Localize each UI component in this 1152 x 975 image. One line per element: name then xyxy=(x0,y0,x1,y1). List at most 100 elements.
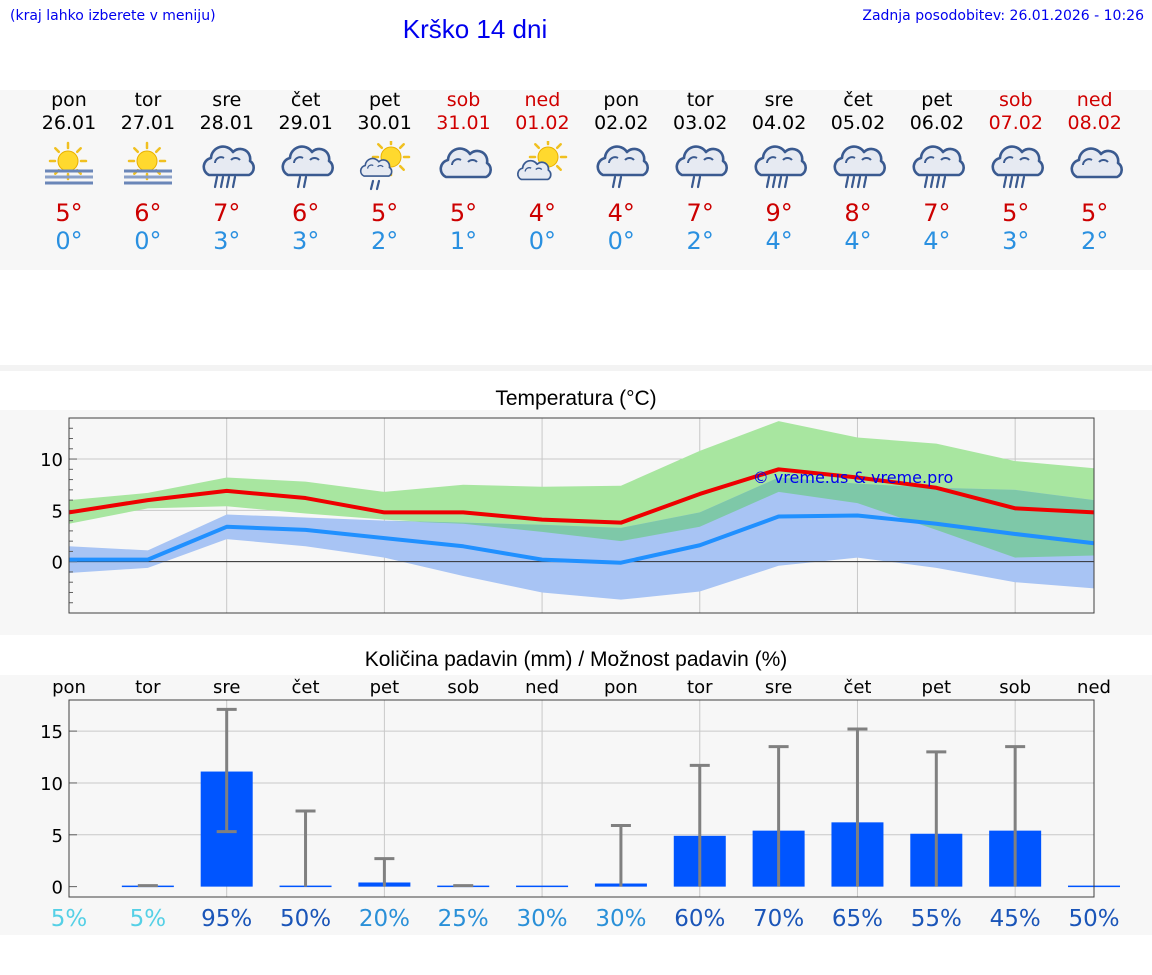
precip-probability-label: 60% xyxy=(674,906,725,932)
precip-range-whisker xyxy=(847,727,868,887)
forecast-day: pet 06.02 7° 4° xyxy=(897,89,977,255)
day-date: 07.02 xyxy=(988,112,1043,134)
forecast-day: sre 04.02 9° 4° xyxy=(739,89,819,255)
temp-min: 4° xyxy=(765,227,793,255)
day-name: pet xyxy=(921,89,953,111)
day-date: 08.02 xyxy=(1067,112,1122,134)
temp-min: 0° xyxy=(528,227,557,255)
temp-y-tick-label: 10 xyxy=(40,450,63,471)
forecast-day: sob 07.02 5° 3° xyxy=(976,89,1056,255)
forecast-day: tor 03.02 7° 2° xyxy=(660,89,740,255)
day-date: 03.02 xyxy=(672,112,728,134)
temp-min: 0° xyxy=(607,227,635,255)
precip-day-label: ned xyxy=(525,677,559,698)
day-name: sre xyxy=(764,89,794,111)
precip-probability-label: 30% xyxy=(517,906,568,932)
precip-day-label: sob xyxy=(999,677,1031,698)
temp-max: 5° xyxy=(1002,199,1030,227)
day-name: čet xyxy=(843,89,873,111)
day-date: 28.01 xyxy=(199,112,254,134)
cloud-light-rain-icon xyxy=(596,145,650,189)
sun-cloud-icon xyxy=(517,141,568,181)
day-date: 06.02 xyxy=(909,112,965,134)
precip-probability-label: 20% xyxy=(359,906,410,932)
forecast-day: sob 31.01 5° 1° xyxy=(424,89,504,255)
precip-probability-label: 5% xyxy=(130,906,167,932)
precip-day-label: ned xyxy=(1077,677,1111,698)
temp-max: 7° xyxy=(686,199,714,227)
precip-probability-label: 50% xyxy=(280,906,331,932)
precip-day-label: pet xyxy=(922,677,952,698)
precipitation-chart: pon tor sre čet pet sob ned pon tor sre čet pet sob n… xyxy=(40,677,1120,932)
temp-min: 4° xyxy=(844,227,872,255)
forecast-day: ned 08.02 5° 2° xyxy=(1055,89,1135,255)
precip-range-whisker xyxy=(768,745,789,887)
day-name: ned xyxy=(524,89,561,111)
temp-max: 6° xyxy=(134,199,162,227)
precip-day-label: sre xyxy=(213,677,240,698)
precip-probability-label: 25% xyxy=(438,906,489,932)
tmax-line xyxy=(68,467,1095,525)
temp-max: 8° xyxy=(844,199,872,227)
temp-max: 5° xyxy=(55,199,83,227)
sun-cloud-rain-icon xyxy=(359,141,410,191)
forecast-day: tor 27.01 6° 0° xyxy=(108,89,188,255)
temp-min: 2° xyxy=(1081,227,1109,255)
temp-min: 3° xyxy=(292,227,320,255)
forecast-day: pon 26.01 5° 0° xyxy=(29,89,109,255)
cloud-rain-icon xyxy=(202,145,255,189)
cloud-rain-icon xyxy=(991,145,1044,189)
day-name: tor xyxy=(134,89,162,111)
last-updated: Zadnja posodobitev: 26.01.2026 - 10:26 xyxy=(862,8,1144,24)
precip-day-label: sob xyxy=(447,677,479,698)
precip-y-tick-label: 15 xyxy=(40,722,63,743)
temp-min: 1° xyxy=(449,227,478,255)
forecast-day: čet 05.02 8° 4° xyxy=(818,89,898,255)
precip-range-whisker xyxy=(610,823,631,887)
temp-max: 4° xyxy=(607,199,635,227)
cloud-rain-icon xyxy=(912,145,965,189)
precip-range-whisker xyxy=(137,884,158,888)
precip-range-whisker xyxy=(216,707,237,834)
day-name: sre xyxy=(212,89,242,111)
precip-probability-label: 95% xyxy=(201,906,252,932)
day-date: 27.01 xyxy=(120,112,176,134)
precip-day-label: pon xyxy=(604,677,638,698)
tmin-range-band xyxy=(69,477,1094,600)
precip-probability-label: 5% xyxy=(51,906,88,932)
day-date: 04.02 xyxy=(751,112,807,134)
tmin-line xyxy=(69,513,1095,565)
forecast-strip xyxy=(0,90,1152,270)
precip-day-label: sre xyxy=(765,677,792,698)
cloud-light-rain-icon xyxy=(675,145,729,189)
day-name: sob xyxy=(446,89,481,111)
day-date: 02.02 xyxy=(594,112,649,134)
precip-day-label: čet xyxy=(843,677,871,698)
temp-max: 7° xyxy=(213,199,241,227)
day-date: 26.01 xyxy=(41,112,97,134)
watermark: © vreme.us & vreme.pro xyxy=(753,468,954,487)
temp-max: 5° xyxy=(1081,199,1109,227)
precip-chart-title: Količina padavin (mm) / Možnost padavin … xyxy=(364,648,788,671)
temp-min: 2° xyxy=(370,227,399,255)
day-name: čet xyxy=(290,89,321,111)
forecast-day: ned 01.02 4° 0° xyxy=(502,89,582,255)
precip-range-whisker xyxy=(926,750,947,887)
temp-max: 5° xyxy=(370,199,399,227)
precip-day-label: čet xyxy=(292,677,320,698)
temp-min: 0° xyxy=(55,227,83,255)
temp-min: 3° xyxy=(1002,227,1030,255)
precip-probability-label: 55% xyxy=(911,906,962,932)
day-date: 01.02 xyxy=(515,112,570,134)
page-title: Krško 14 dni xyxy=(402,14,548,44)
sun-fog-icon xyxy=(123,141,172,185)
precip-range-whisker xyxy=(374,857,395,887)
temp-max: 9° xyxy=(765,199,793,227)
precip-range-whisker xyxy=(689,763,710,887)
temp-min: 2° xyxy=(686,227,714,255)
location-hint-link[interactable]: (kraj lahko izberete v meniju) xyxy=(10,8,216,24)
day-name: sob xyxy=(999,89,1033,111)
forecast-day: čet 29.01 6° 3° xyxy=(266,89,346,255)
cloud-icon xyxy=(1070,147,1123,179)
temp-min: 0° xyxy=(134,227,162,255)
